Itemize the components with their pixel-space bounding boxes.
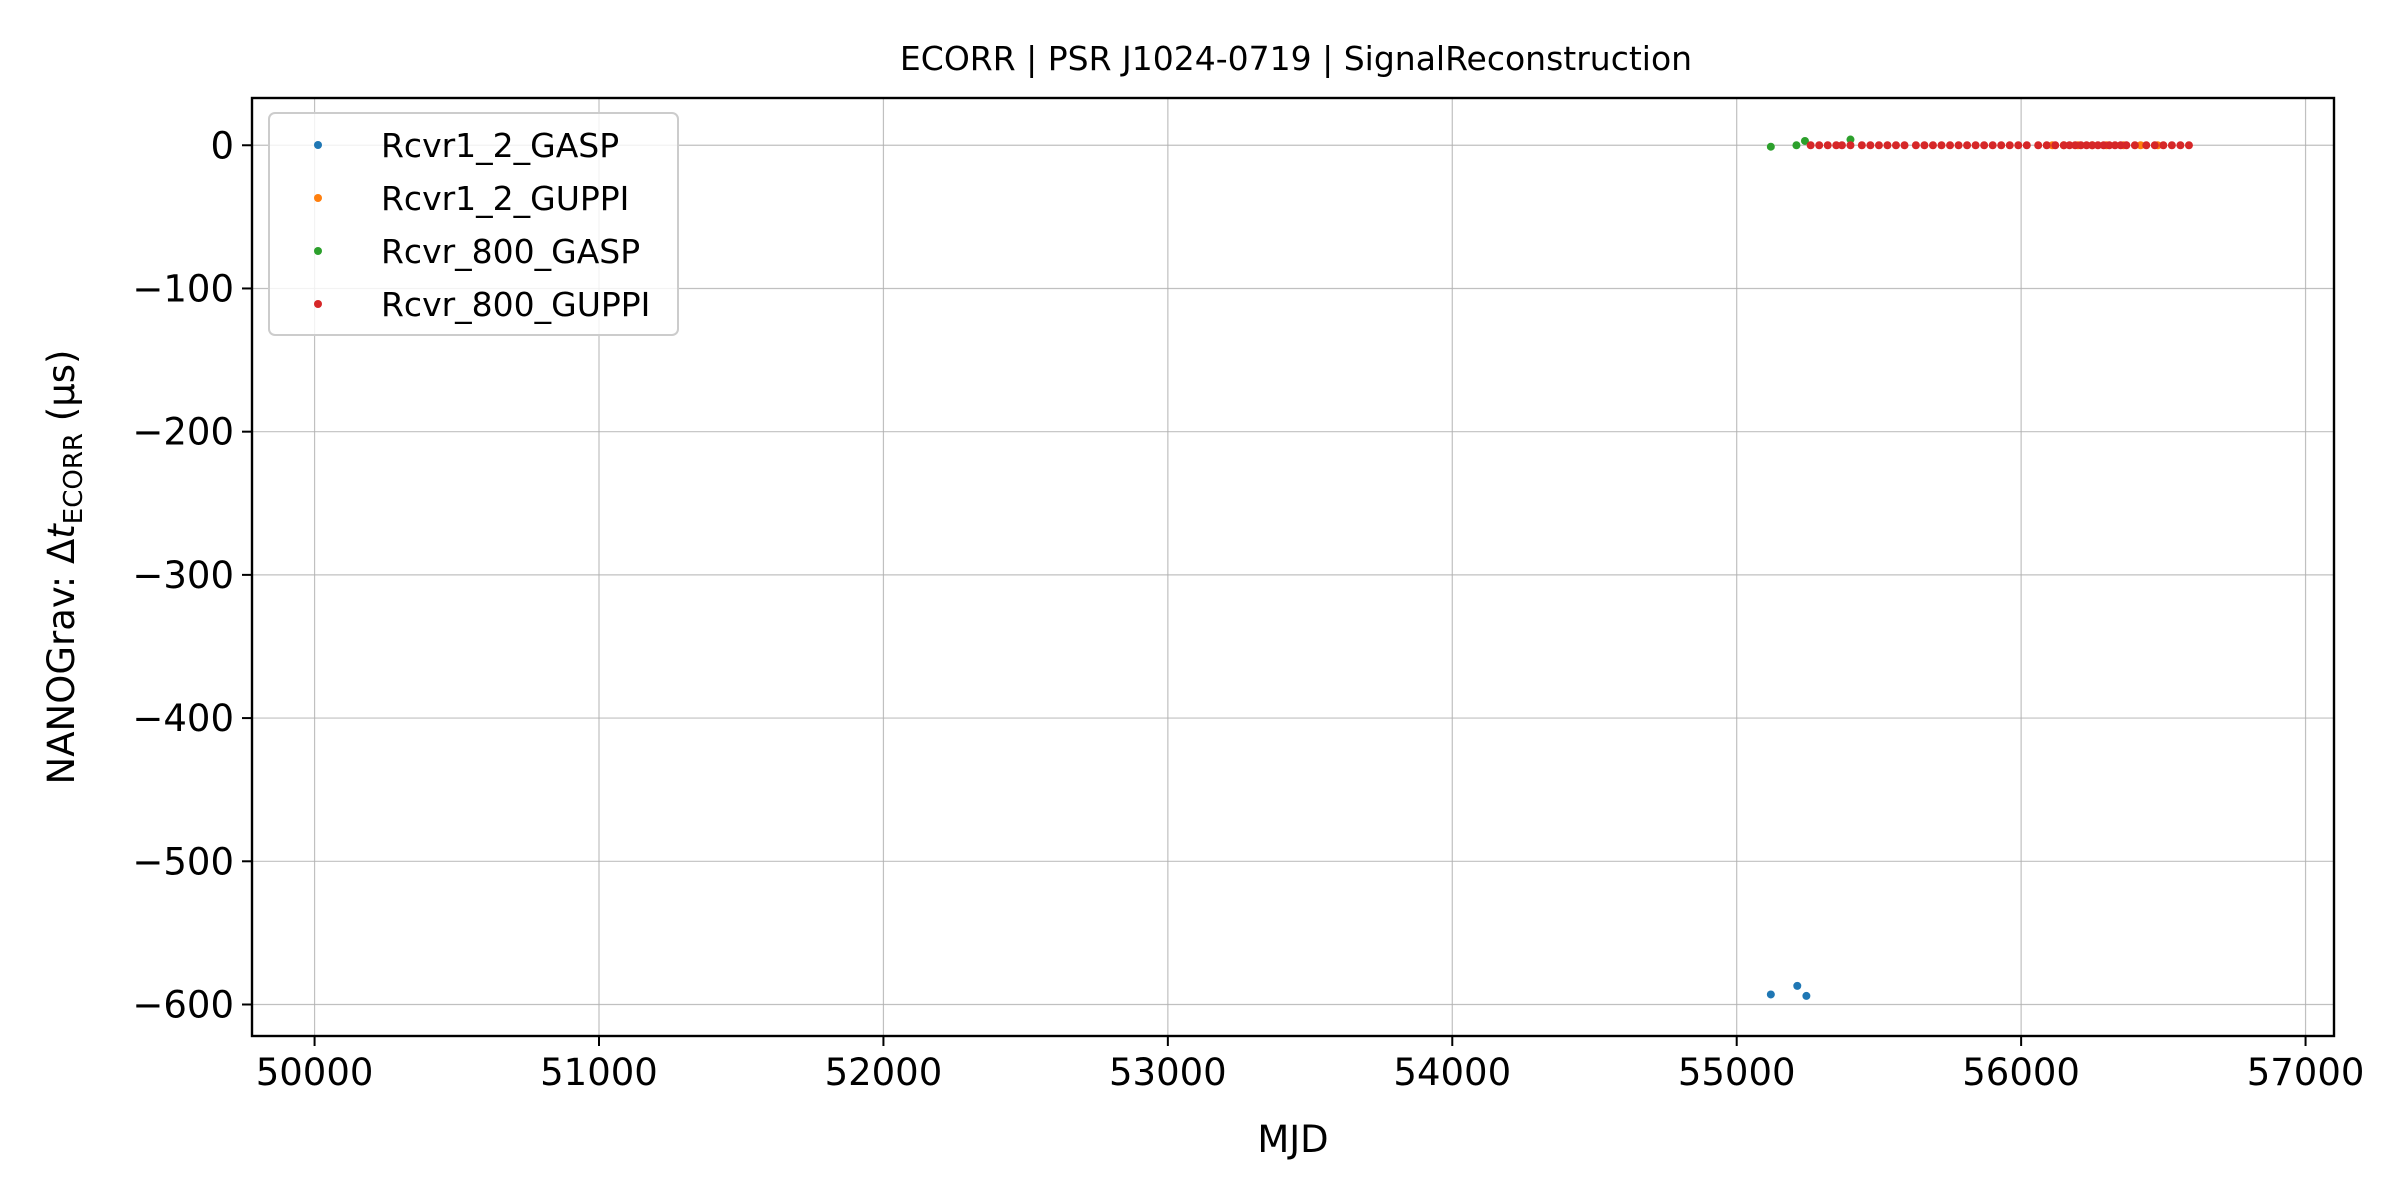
data-point xyxy=(1806,141,1815,150)
legend-entry: Rcvr_800_GUPPI xyxy=(381,285,650,324)
data-point xyxy=(1800,136,1809,145)
data-point xyxy=(1815,141,1824,150)
data-point xyxy=(1980,141,1989,150)
y-tick-label: −500 xyxy=(132,840,234,883)
data-point xyxy=(1792,141,1801,150)
legend-marker xyxy=(314,247,322,255)
data-point xyxy=(2088,141,2097,150)
data-point xyxy=(2014,141,2023,150)
data-point xyxy=(2142,141,2151,150)
y-tick-label: −100 xyxy=(132,267,234,310)
data-point xyxy=(2167,141,2176,150)
data-point xyxy=(1928,141,1937,150)
axis-ticks: 50000 51000 52000 53000 54000 55000 56000 57000… xyxy=(132,124,2364,1094)
data-point xyxy=(1837,141,1846,150)
data-point xyxy=(2065,141,2074,150)
data-point xyxy=(1891,141,1900,150)
data-point xyxy=(1920,141,1929,150)
data-point xyxy=(1997,141,2006,150)
y-axis-label-subscript: ECORR xyxy=(59,433,89,524)
data-point xyxy=(2005,141,2014,150)
y-axis-label-suffix: (μs) xyxy=(40,350,83,433)
legend-marker xyxy=(314,300,322,308)
legend-entry: Rcvr1_2_GASP xyxy=(381,126,619,165)
data-point xyxy=(1857,141,1866,150)
y-axis-label: NANOGrav: ΔtECORR (μs) xyxy=(40,350,89,785)
data-point xyxy=(2116,141,2125,150)
x-tick-label: 50000 xyxy=(256,1051,374,1094)
data-point xyxy=(2122,141,2131,150)
legend-entry: Rcvr_800_GASP xyxy=(381,232,640,271)
data-point xyxy=(1874,141,1883,150)
data-point xyxy=(2130,141,2139,150)
y-axis-label-prefix: NANOGrav: Δ xyxy=(40,539,83,785)
legend-marker xyxy=(314,194,322,202)
legend-entry: Rcvr1_2_GUPPI xyxy=(381,179,629,218)
data-point xyxy=(2022,141,2031,150)
data-point xyxy=(1954,141,1963,150)
data-point xyxy=(2105,141,2114,150)
data-point xyxy=(1900,141,1909,150)
x-tick-label: 56000 xyxy=(1962,1051,2080,1094)
data-point xyxy=(1937,141,1946,150)
plot-frame xyxy=(250,96,2336,1038)
data-point xyxy=(2071,141,2080,150)
x-tick-label: 55000 xyxy=(1678,1051,1796,1094)
y-tick-label: −300 xyxy=(132,554,234,597)
data-point xyxy=(1793,981,1802,990)
chart-title: ECORR | PSR J1024-0719 | SignalReconstru… xyxy=(900,39,1692,78)
data-point xyxy=(2034,141,2043,150)
data-point xyxy=(1846,141,1855,150)
x-tick-label: 54000 xyxy=(1393,1051,1511,1094)
data-point xyxy=(2099,141,2108,150)
series-2 xyxy=(1766,135,1855,151)
y-tick-label: 0 xyxy=(210,124,234,167)
data-point xyxy=(1963,141,1972,150)
legend-marker xyxy=(314,141,322,149)
data-point xyxy=(2136,141,2145,150)
series-0 xyxy=(1766,981,1811,1000)
data-point xyxy=(2159,141,2168,150)
x-tick-label: 52000 xyxy=(825,1051,943,1094)
data-point xyxy=(2059,141,2068,150)
data-point xyxy=(2150,141,2159,150)
data-point xyxy=(2176,141,2185,150)
data-point xyxy=(1766,142,1775,151)
data-point xyxy=(2051,141,2060,150)
data-point xyxy=(1866,141,1875,150)
data-point xyxy=(1823,141,1832,150)
x-tick-label: 51000 xyxy=(540,1051,658,1094)
x-tick-label: 53000 xyxy=(1109,1051,1227,1094)
y-tick-label: −600 xyxy=(132,983,234,1026)
data-point xyxy=(1832,141,1841,150)
data-point xyxy=(2093,141,2102,150)
legend-frame xyxy=(268,112,679,336)
data-point xyxy=(2184,141,2193,150)
data-point xyxy=(2076,141,2085,150)
data-point xyxy=(1988,141,1997,150)
y-tick-label: −200 xyxy=(132,411,234,454)
y-tick-label: −400 xyxy=(132,697,234,740)
data-point xyxy=(1802,991,1811,1000)
data-point xyxy=(2082,141,2091,150)
data-point xyxy=(1766,990,1775,999)
x-axis-label: MJD xyxy=(1257,1118,1328,1161)
data-point xyxy=(1946,141,1955,150)
data-point xyxy=(2042,141,2051,150)
x-tick-label: 57000 xyxy=(2247,1051,2365,1094)
y-axis-label-variable: t xyxy=(40,523,83,539)
data-point xyxy=(2110,141,2119,150)
data-point xyxy=(1846,135,1855,144)
data-point xyxy=(1883,141,1892,150)
data-point xyxy=(1911,141,1920,150)
data-point xyxy=(1971,141,1980,150)
data-points xyxy=(1766,135,2193,1000)
series-3 xyxy=(1806,141,2193,150)
legend: Rcvr1_2_GASP Rcvr1_2_GUPPI Rcvr_800_GASP Rc… xyxy=(268,112,679,336)
